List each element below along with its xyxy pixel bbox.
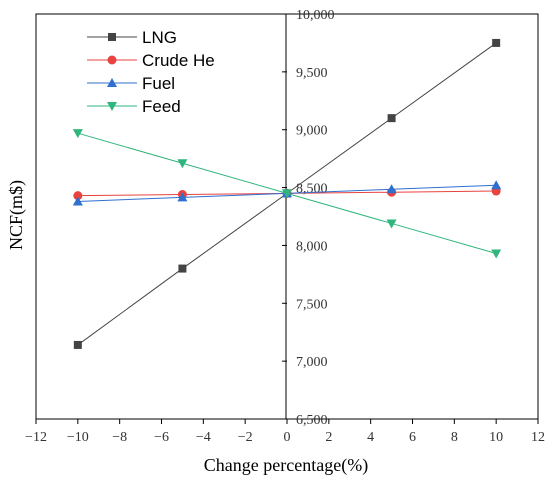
x-tick-label: −2 xyxy=(238,430,253,445)
y-tick-label: 9,500 xyxy=(296,66,328,81)
y-tick-label: 7,500 xyxy=(296,297,328,312)
x-tick-label: 2 xyxy=(325,430,332,445)
legend-label: LNG xyxy=(142,28,177,47)
x-tick-label: 8 xyxy=(451,430,458,445)
data-point-feed xyxy=(72,129,83,139)
series-group xyxy=(72,38,502,349)
x-tick-label: −6 xyxy=(154,430,169,445)
x-tick-label: −4 xyxy=(196,430,211,445)
data-point-lng xyxy=(387,114,396,123)
legend-label: Feed xyxy=(142,97,181,116)
legend-marker xyxy=(108,33,116,41)
legend-label: Fuel xyxy=(142,74,175,93)
data-point-lng xyxy=(178,264,187,273)
x-tick-label: 0 xyxy=(284,430,291,445)
legend-item-lng: LNG xyxy=(87,28,177,47)
x-tick-label: 12 xyxy=(531,430,545,445)
legend: LNG Crude He Fuel Feed xyxy=(87,28,215,116)
data-point-fuel xyxy=(491,180,502,190)
y-tick-label: 7,000 xyxy=(296,355,328,370)
y-tick-label: 9,000 xyxy=(296,124,328,139)
data-point-lng xyxy=(492,38,501,47)
y-tick-label: 6,500 xyxy=(296,413,328,428)
data-point-feed xyxy=(177,159,188,169)
x-tick-label: 6 xyxy=(409,430,416,445)
x-tick-label: −8 xyxy=(112,430,127,445)
data-point-feed xyxy=(282,189,292,199)
x-tick-label: 4 xyxy=(367,430,374,445)
data-point-feed xyxy=(386,219,397,229)
data-point-feed xyxy=(491,249,502,259)
x-axis-title: Change percentage(%) xyxy=(204,455,368,476)
legend-marker xyxy=(107,102,117,111)
ticks-group: −12 −10 −8 −6 −4 −2 0 2 4 6 8 10 12 6,500 7,000 7,500 8,… xyxy=(25,8,545,445)
y-tick-label: 8,000 xyxy=(296,239,328,254)
plot-frame xyxy=(35,13,539,420)
data-point-fuel xyxy=(177,192,188,202)
series-feed xyxy=(72,129,502,259)
data-point-fuel xyxy=(386,184,397,194)
y-axis-title: NCF(m$) xyxy=(6,180,27,250)
legend-item-crude-he: Crude He xyxy=(87,51,215,70)
legend-marker xyxy=(107,78,117,87)
legend-marker xyxy=(107,55,117,65)
data-point-lng xyxy=(73,340,82,349)
data-point-fuel xyxy=(72,196,83,206)
x-tick-label: −10 xyxy=(67,430,89,445)
x-tick-label: 10 xyxy=(489,430,503,445)
y-tick-label: 10,000 xyxy=(296,8,335,23)
x-tick-label: −12 xyxy=(25,430,47,445)
legend-item-feed: Feed xyxy=(87,97,181,116)
data-point-crude-he xyxy=(73,191,83,201)
legend-label: Crude He xyxy=(142,51,215,70)
legend-item-fuel: Fuel xyxy=(87,74,175,93)
